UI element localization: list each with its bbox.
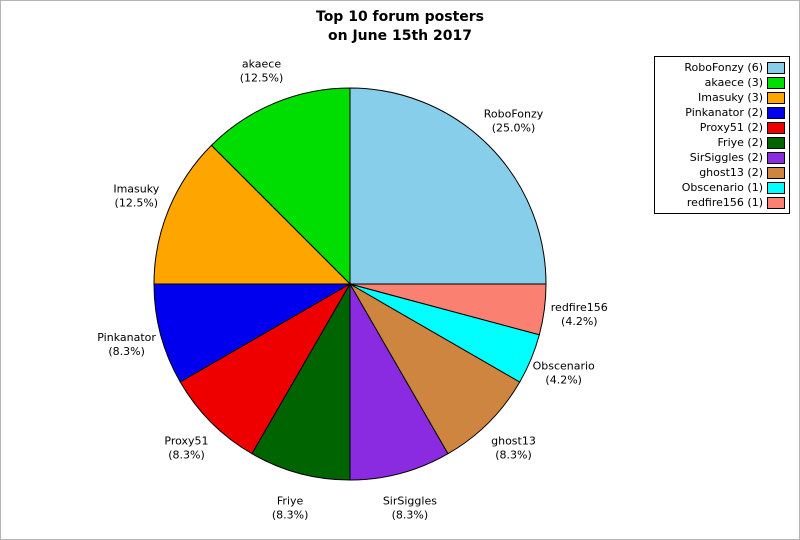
- legend-color-swatch: [767, 166, 785, 179]
- slice-label-Proxy51: Proxy51 (8.3%): [164, 435, 208, 462]
- legend-color-swatch: [767, 121, 785, 134]
- legend-item-RoboFonzy: RoboFonzy (6): [659, 60, 785, 75]
- slice-label-RoboFonzy: RoboFonzy (25.0%): [484, 108, 544, 135]
- chart-title-line1: Top 10 forum posters: [316, 9, 484, 25]
- pie-slice-Imasuky: [153, 144, 352, 285]
- slice-label-Friye: Friye (8.3%): [272, 494, 309, 521]
- legend-item-label: Proxy51 (2): [699, 121, 763, 134]
- slice-label-Imasuky: Imasuky (12.5%): [113, 183, 159, 210]
- slice-label-ghost13: ghost13 (8.3%): [491, 435, 536, 462]
- pie-slice-SirSiggles: [349, 282, 449, 481]
- chart-title-line2: on June 15th 2017: [328, 27, 472, 44]
- pie-slice-Pinkanator: [153, 283, 352, 383]
- legend-item-label: akaece (3): [704, 76, 763, 89]
- legend-item-SirSiggles: SirSiggles (2): [659, 150, 785, 165]
- pie-slice-akaece: [210, 87, 351, 286]
- legend-item-label: redfire156 (1): [686, 196, 763, 209]
- legend-color-swatch: [767, 136, 785, 149]
- slice-label-redfire156: redfire156 (4.2%): [551, 301, 608, 328]
- pie-slice-redfire156: [349, 283, 547, 336]
- chart-title: Top 10 forum posters on June 15th 2017: [1, 8, 799, 46]
- slice-label-Obscenario: Obscenario (4.2%): [533, 360, 595, 387]
- legend-item-ghost13: ghost13 (2): [659, 165, 785, 180]
- pie-slice-Proxy51: [179, 282, 352, 455]
- legend-item-label: ghost13 (2): [699, 166, 763, 179]
- legend-item-akaece: akaece (3): [659, 75, 785, 90]
- legend-item-label: Imasuky (3): [698, 91, 763, 104]
- pie-slice-RoboFonzy: [349, 87, 547, 285]
- legend-item-label: SirSiggles (2): [689, 151, 763, 164]
- legend-color-swatch: [767, 181, 785, 194]
- slice-label-Pinkanator: Pinkanator (8.3%): [97, 331, 156, 358]
- legend-item-Friye: Friye (2): [659, 135, 785, 150]
- legend-item-label: Friye (2): [717, 136, 763, 149]
- legend-color-swatch: [767, 91, 785, 104]
- legend-item-Imasuky: Imasuky (3): [659, 90, 785, 105]
- legend-color-swatch: [767, 196, 785, 209]
- legend-item-Obscenario: Obscenario (1): [659, 180, 785, 195]
- legend-color-swatch: [767, 106, 785, 119]
- legend-item-redfire156: redfire156 (1): [659, 195, 785, 210]
- slice-label-SirSiggles: SirSiggles (8.3%): [383, 494, 437, 521]
- legend-color-swatch: [767, 76, 785, 89]
- legend-item-label: RoboFonzy (6): [684, 61, 763, 74]
- legend-color-swatch: [767, 61, 785, 74]
- pie-slice-ghost13: [348, 282, 521, 455]
- legend-item-Proxy51: Proxy51 (2): [659, 120, 785, 135]
- legend-item-label: Pinkanator (2): [685, 106, 763, 119]
- pie-slice-Friye: [251, 282, 351, 481]
- slice-label-akaece: akaece (12.5%): [240, 57, 284, 84]
- legend: RoboFonzy (6) akaece (3) Imasuky (3) Pinkan…: [654, 56, 790, 214]
- legend-color-swatch: [767, 151, 785, 164]
- legend-item-label: Obscenario (1): [681, 181, 763, 194]
- legend-item-Pinkanator: Pinkanator (2): [659, 105, 785, 120]
